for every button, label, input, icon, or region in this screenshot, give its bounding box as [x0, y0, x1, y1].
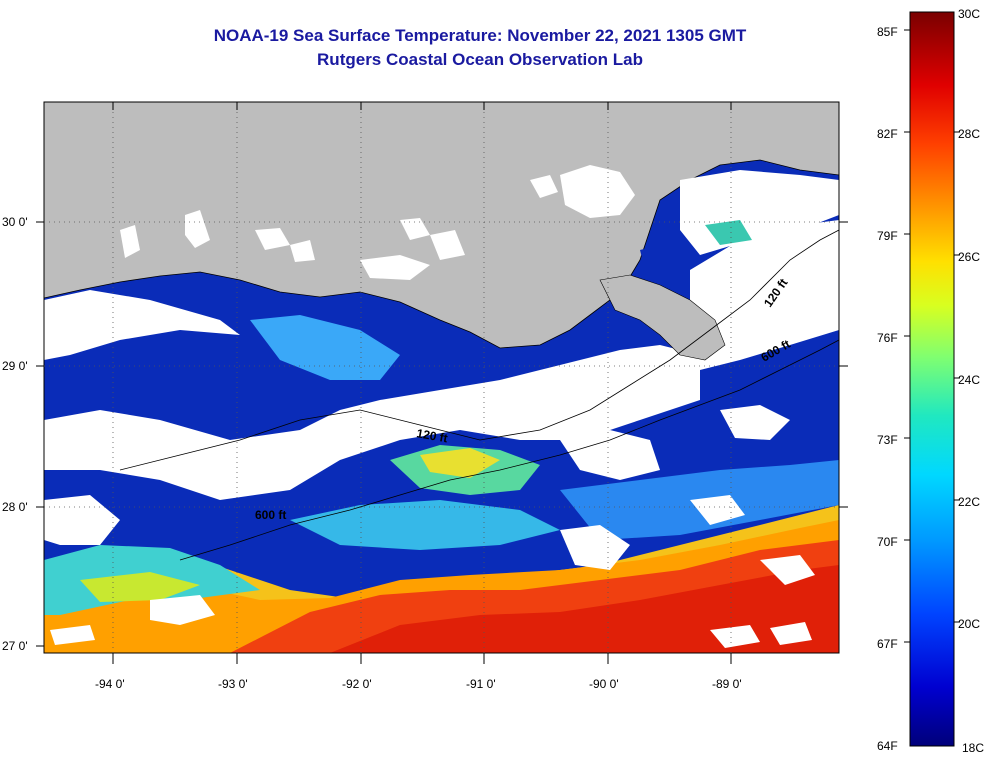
land-delta [599, 274, 726, 361]
cloud-small-3 [760, 555, 815, 585]
cyan-patch-central [290, 500, 560, 550]
cb-label-76f: 76F [877, 331, 898, 345]
lon-label-89: -89 0' [712, 677, 742, 691]
lake-sabine [120, 225, 140, 258]
lat-label-30: 30 0' [2, 215, 28, 229]
land-louisiana [44, 102, 839, 349]
cb-label-20c: 20C [958, 617, 980, 631]
cloud-small-8 [720, 405, 790, 440]
cloud-west [44, 495, 120, 545]
cloud-small-5 [770, 622, 812, 645]
cloud-east [690, 220, 839, 370]
cb-label-82f: 82F [877, 127, 898, 141]
cb-label-30c: 30C [958, 7, 980, 21]
lake-white [400, 218, 430, 240]
lake-grand [255, 228, 290, 250]
lon-label-93: -93 0' [218, 677, 248, 691]
lon-label-90: -90 0' [589, 677, 619, 691]
lat-label-28: 28 0' [2, 500, 28, 514]
lon-label-91: -91 0' [466, 677, 496, 691]
lake-small-1 [290, 240, 315, 262]
water-barataria [640, 240, 700, 275]
cb-label-85f: 85F [877, 25, 898, 39]
yellow-patch-central [420, 448, 500, 478]
cloud-band-central [44, 345, 700, 500]
lon-label-92: -92 0' [342, 677, 372, 691]
lake-maurepas [530, 175, 558, 198]
map-subtitle: Rutgers Coastal Ocean Observation Lab [317, 50, 643, 69]
cb-label-64f: 64F [877, 739, 898, 753]
colorbar-ticks [904, 29, 960, 643]
lake-atchafalaya [430, 230, 465, 260]
cloud-small-2 [150, 595, 215, 625]
cb-label-22c: 22C [958, 495, 980, 509]
cb-label-73f: 73F [877, 433, 898, 447]
lake-pontchartrain [560, 165, 635, 218]
cloud-small-6 [50, 625, 95, 645]
lightblue-patch-north [250, 315, 400, 380]
graticule [44, 102, 839, 653]
cb-label-26c: 26C [958, 250, 980, 264]
lon-label-94: -94 0' [95, 677, 125, 691]
contour-label-120ft-central: 120 ft [415, 426, 448, 445]
bay-vermilion [360, 255, 430, 280]
colorbar [909, 11, 955, 747]
cloud-east-central [560, 430, 660, 480]
cb-label-18c: 18C [962, 741, 984, 755]
map-title: NOAA-19 Sea Surface Temperature: Novembe… [213, 26, 747, 45]
cb-label-28c: 28C [958, 127, 980, 141]
cb-label-67f: 67F [877, 637, 898, 651]
contour-label-600ft-west: 600 ft [255, 508, 286, 522]
lat-label-29: 29 0' [2, 359, 28, 373]
bathymetry-contours [119, 229, 840, 561]
water-chandeleur [705, 220, 752, 245]
lake-calcasieu [185, 210, 210, 248]
cb-label-24c: 24C [958, 373, 980, 387]
axis-ticks [36, 102, 848, 664]
cb-label-70f: 70F [877, 535, 898, 549]
cloud-small-4 [710, 625, 760, 648]
map-frame [43, 101, 840, 654]
cloud-nw [44, 290, 240, 360]
cloud-small-1 [560, 525, 630, 570]
lat-label-27: 27 0' [2, 639, 28, 653]
yellow-patch-west [80, 572, 200, 602]
cb-label-79f: 79F [877, 229, 898, 243]
